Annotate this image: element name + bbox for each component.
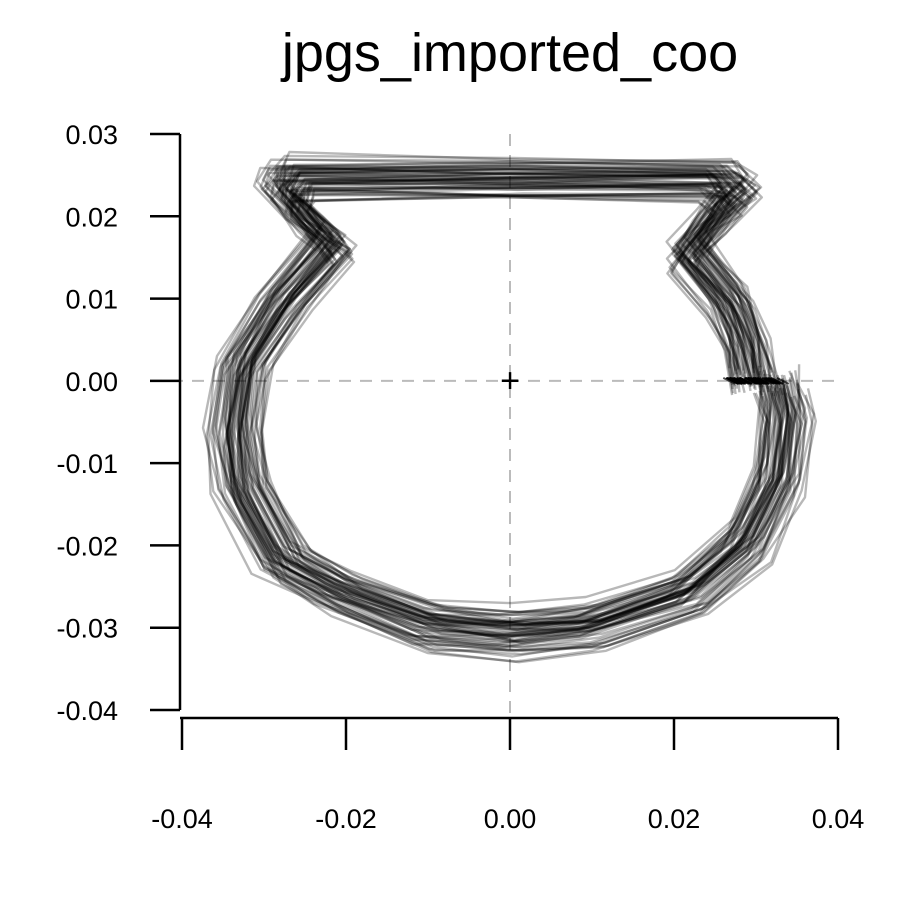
outline-curve (236, 195, 769, 639)
y-tick-label: 0.00 (65, 367, 118, 397)
outline-curve (236, 194, 769, 636)
centroid-plus: + (500, 362, 520, 400)
outline-start-mark (762, 376, 775, 385)
outline-curve (221, 162, 790, 638)
outline-curve (214, 165, 795, 632)
outline-curve (254, 187, 793, 626)
outline-curve (238, 177, 808, 644)
outline-curve (248, 188, 784, 626)
outline-start-mark (756, 376, 770, 385)
outline-start-mark (728, 376, 742, 385)
outline-curve (260, 194, 791, 626)
outline-curve (218, 154, 807, 652)
outline-curve (260, 192, 781, 626)
outline-curve (249, 174, 772, 624)
y-tick-label: -0.01 (56, 449, 118, 479)
outline-curve (209, 167, 789, 650)
outline-curve (235, 171, 794, 624)
outline-curve (217, 172, 793, 638)
y-tick-label: -0.03 (56, 614, 118, 644)
outline-curve (228, 157, 800, 617)
outline-start-mark (747, 376, 761, 385)
outline-curve (222, 178, 807, 653)
outline-curve (232, 164, 798, 649)
y-tick-label: 0.01 (65, 285, 118, 315)
outline-curve (230, 160, 796, 643)
outline-start-mark (767, 376, 781, 385)
outline-curve (238, 196, 771, 628)
outline-curve (225, 165, 816, 652)
outline-curve (232, 173, 817, 652)
outline-start-mark (722, 376, 736, 385)
outline-curve (211, 164, 792, 647)
outline-curve (260, 180, 779, 627)
outline-curve (227, 172, 769, 624)
outline-curve (205, 168, 777, 636)
outline-curve (249, 190, 783, 630)
outline-start-mark (736, 376, 750, 385)
outline-curve (237, 161, 802, 627)
outline-curve (214, 179, 777, 641)
outline-curve (223, 165, 768, 623)
outline-curve (228, 168, 791, 638)
outline-curve (236, 171, 770, 614)
outline-curve (240, 171, 790, 632)
x-tick-label: 0.00 (484, 804, 537, 834)
x-tick-label: 0.04 (812, 804, 865, 834)
outline-curve (242, 175, 798, 644)
outline-curve (226, 180, 770, 625)
outline-series (201, 150, 817, 664)
y-tick-label: -0.04 (56, 696, 118, 726)
y-tick-label: -0.02 (56, 531, 118, 561)
outline-start-mark (744, 376, 757, 385)
chart-title: jpgs_imported_coo (281, 23, 739, 83)
outline-curve (236, 176, 803, 656)
axes: 0.03 0.02 0.01 0.00 -0.01 -0.02 -0.03 -0.04 -0.0… (56, 120, 864, 834)
y-tick-label: 0.03 (65, 120, 118, 150)
outline-curve (238, 182, 784, 637)
outline-curve (259, 181, 784, 614)
x-tick-label: -0.02 (315, 804, 377, 834)
outline-curve (224, 177, 799, 663)
outline-start-mark (725, 376, 739, 385)
outline-curve (250, 186, 790, 627)
outline-curve (226, 172, 814, 664)
x-tick-label: 0.02 (648, 804, 701, 834)
outline-start-mark (750, 376, 763, 385)
outline-curve (223, 150, 801, 631)
y-tick-label: 0.02 (65, 202, 118, 232)
outline-curve (255, 182, 782, 614)
outline-start-mark (759, 376, 773, 385)
outline-curve (225, 167, 786, 628)
outline-curve (207, 166, 790, 644)
outline-curve (201, 158, 784, 646)
outline-curve (238, 182, 786, 641)
outline-curve (230, 164, 807, 642)
outline-curve (244, 172, 773, 605)
outline-curve (243, 186, 772, 617)
outline-curve (231, 175, 790, 649)
outline-curve (253, 189, 775, 634)
centroid-marker: + (500, 362, 520, 400)
outline-curve (225, 184, 781, 632)
outline-start-mark (732, 376, 746, 385)
outline-curve (240, 172, 762, 616)
outline-start-mark (776, 376, 790, 385)
outline-curve (239, 183, 764, 637)
reference-lines (150, 134, 838, 748)
outline-curve (245, 182, 772, 620)
outline-curve (226, 166, 793, 658)
outline-curve (240, 188, 763, 624)
outline-curve (212, 173, 779, 637)
outline-curve (246, 192, 767, 625)
x-tick-label: -0.04 (151, 804, 213, 834)
outline-curve (243, 170, 802, 630)
